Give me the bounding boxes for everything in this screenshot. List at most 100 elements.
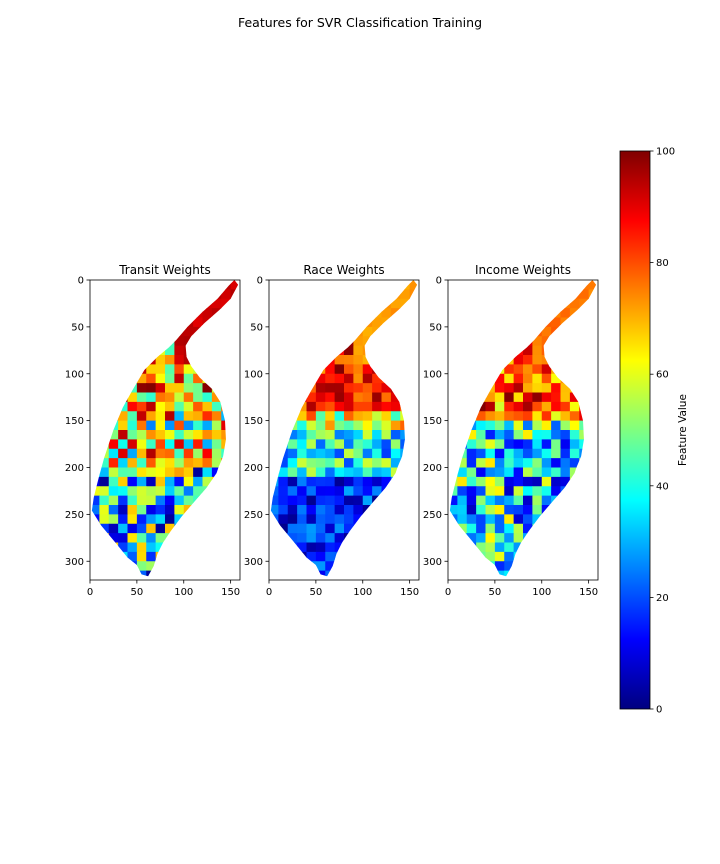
heatmap-cell: [457, 523, 468, 534]
heatmap-cell: [306, 533, 317, 544]
heatmap-cell: [513, 411, 524, 422]
heatmap-cell: [127, 505, 138, 515]
heatmap-cell: [466, 448, 477, 459]
heatmap-cell: [513, 364, 524, 375]
heatmap-cell: [541, 505, 552, 515]
heatmap-cell: [532, 439, 543, 450]
heatmap-cell: [523, 458, 533, 469]
y-tick-label: 0: [78, 276, 84, 287]
heatmap-cell: [325, 383, 336, 394]
heatmap-cell: [504, 383, 515, 394]
heatmap-cell: [99, 476, 110, 487]
heatmap-cell: [494, 486, 505, 497]
heatmap-cell: [315, 448, 326, 459]
heatmap-cell: [560, 298, 571, 309]
heatmap-cell: [551, 392, 562, 403]
heatmap-cell: [183, 448, 194, 459]
heatmap-cell: [476, 533, 487, 544]
heatmap-cell: [99, 458, 110, 469]
heatmap-cell: [136, 570, 147, 577]
heatmap-cell: [221, 439, 232, 450]
heatmap-cell: [127, 373, 138, 384]
heatmap-cell: [183, 345, 194, 356]
heatmap-cell: [287, 505, 298, 515]
heatmap-cell: [485, 476, 496, 487]
heatmap-cell: [541, 317, 552, 328]
heatmap-cell: [485, 383, 496, 394]
heatmap-cell: [449, 514, 458, 525]
heatmap-cell: [325, 458, 336, 469]
heatmap-cell: [513, 420, 524, 431]
axes-frame: [447, 279, 599, 581]
heatmap-cell: [551, 476, 562, 487]
heatmap-cell: [579, 411, 590, 422]
heatmap-cell: [174, 392, 185, 403]
heatmap-cell: [297, 430, 308, 440]
heatmap-cell: [532, 467, 543, 478]
heatmap-cell: [174, 420, 185, 431]
heatmap-cell: [325, 430, 336, 440]
heatmap-cell: [551, 467, 562, 478]
heatmap-cell: [532, 420, 543, 431]
heatmap-cells: [91, 280, 239, 577]
heatmap-cell: [325, 486, 336, 497]
heatmap-cell: [174, 439, 185, 450]
heatmap-cell: [541, 495, 552, 506]
colorbar-tick-label: 20: [656, 593, 669, 604]
heatmap-cell: [127, 401, 138, 412]
heatmap-cell: [504, 523, 515, 534]
heatmap-cell: [523, 467, 533, 478]
heatmap-cell: [136, 467, 147, 478]
heatmap-cell: [353, 373, 364, 384]
heatmap-cell: [362, 373, 373, 384]
panels: Transit Weights 0 50 100 150 0 50 100 150 200 250 3…: [65, 263, 599, 598]
heatmap-cell: [372, 495, 383, 506]
heatmap-cell: [560, 467, 571, 478]
heatmap-cell: [297, 523, 308, 534]
heatmap-cell: [183, 317, 194, 328]
heatmap-cell: [466, 533, 477, 544]
heatmap-cell: [146, 542, 157, 553]
heatmap-cell: [118, 467, 129, 478]
heatmap-cell: [183, 336, 194, 347]
heatmap-cell: [99, 505, 110, 515]
heatmap-cell: [457, 448, 468, 459]
heatmap-cell: [372, 439, 383, 450]
heatmap-cell: [344, 430, 354, 440]
heatmap-cell: [211, 476, 222, 487]
heatmap-cell: [334, 476, 345, 487]
heatmap-cell: [353, 336, 364, 347]
heatmap-cell: [202, 298, 213, 309]
heatmap-cell: [457, 467, 468, 478]
heatmap-cell: [155, 523, 166, 534]
heatmap-cell: [136, 448, 147, 459]
heatmap-cell: [588, 280, 597, 290]
x-tick-label: 50: [131, 587, 144, 598]
heatmap-cell: [193, 308, 204, 319]
axes-frame: [89, 279, 241, 581]
heatmap-cell: [155, 505, 166, 515]
heatmap-cell: [457, 533, 468, 544]
heatmap-cell: [108, 486, 119, 497]
heatmap-cell: [579, 298, 590, 309]
heatmap-cell: [211, 401, 222, 412]
heatmap-cell: [353, 383, 364, 394]
heatmap-cell: [211, 411, 222, 422]
heatmap-cell: [174, 364, 185, 375]
heatmap-cell: [560, 308, 571, 319]
axes-frame: [268, 279, 420, 581]
heatmap-cell: [297, 411, 308, 422]
y-tick-label: 150: [244, 416, 263, 427]
heatmap-cell: [334, 401, 345, 412]
heatmap-cell: [569, 467, 580, 478]
heatmap-cell: [202, 411, 213, 422]
heatmap-cell: [146, 355, 157, 365]
heatmap-cell: [136, 420, 147, 431]
heatmap-cell: [193, 420, 204, 431]
heatmap-cell: [513, 383, 524, 394]
heatmap-cell: [390, 458, 401, 469]
heatmap-cell: [136, 383, 147, 394]
heatmap-cell: [362, 505, 373, 515]
heatmap-cell: [334, 458, 345, 469]
heatmap-cell: [146, 430, 157, 440]
